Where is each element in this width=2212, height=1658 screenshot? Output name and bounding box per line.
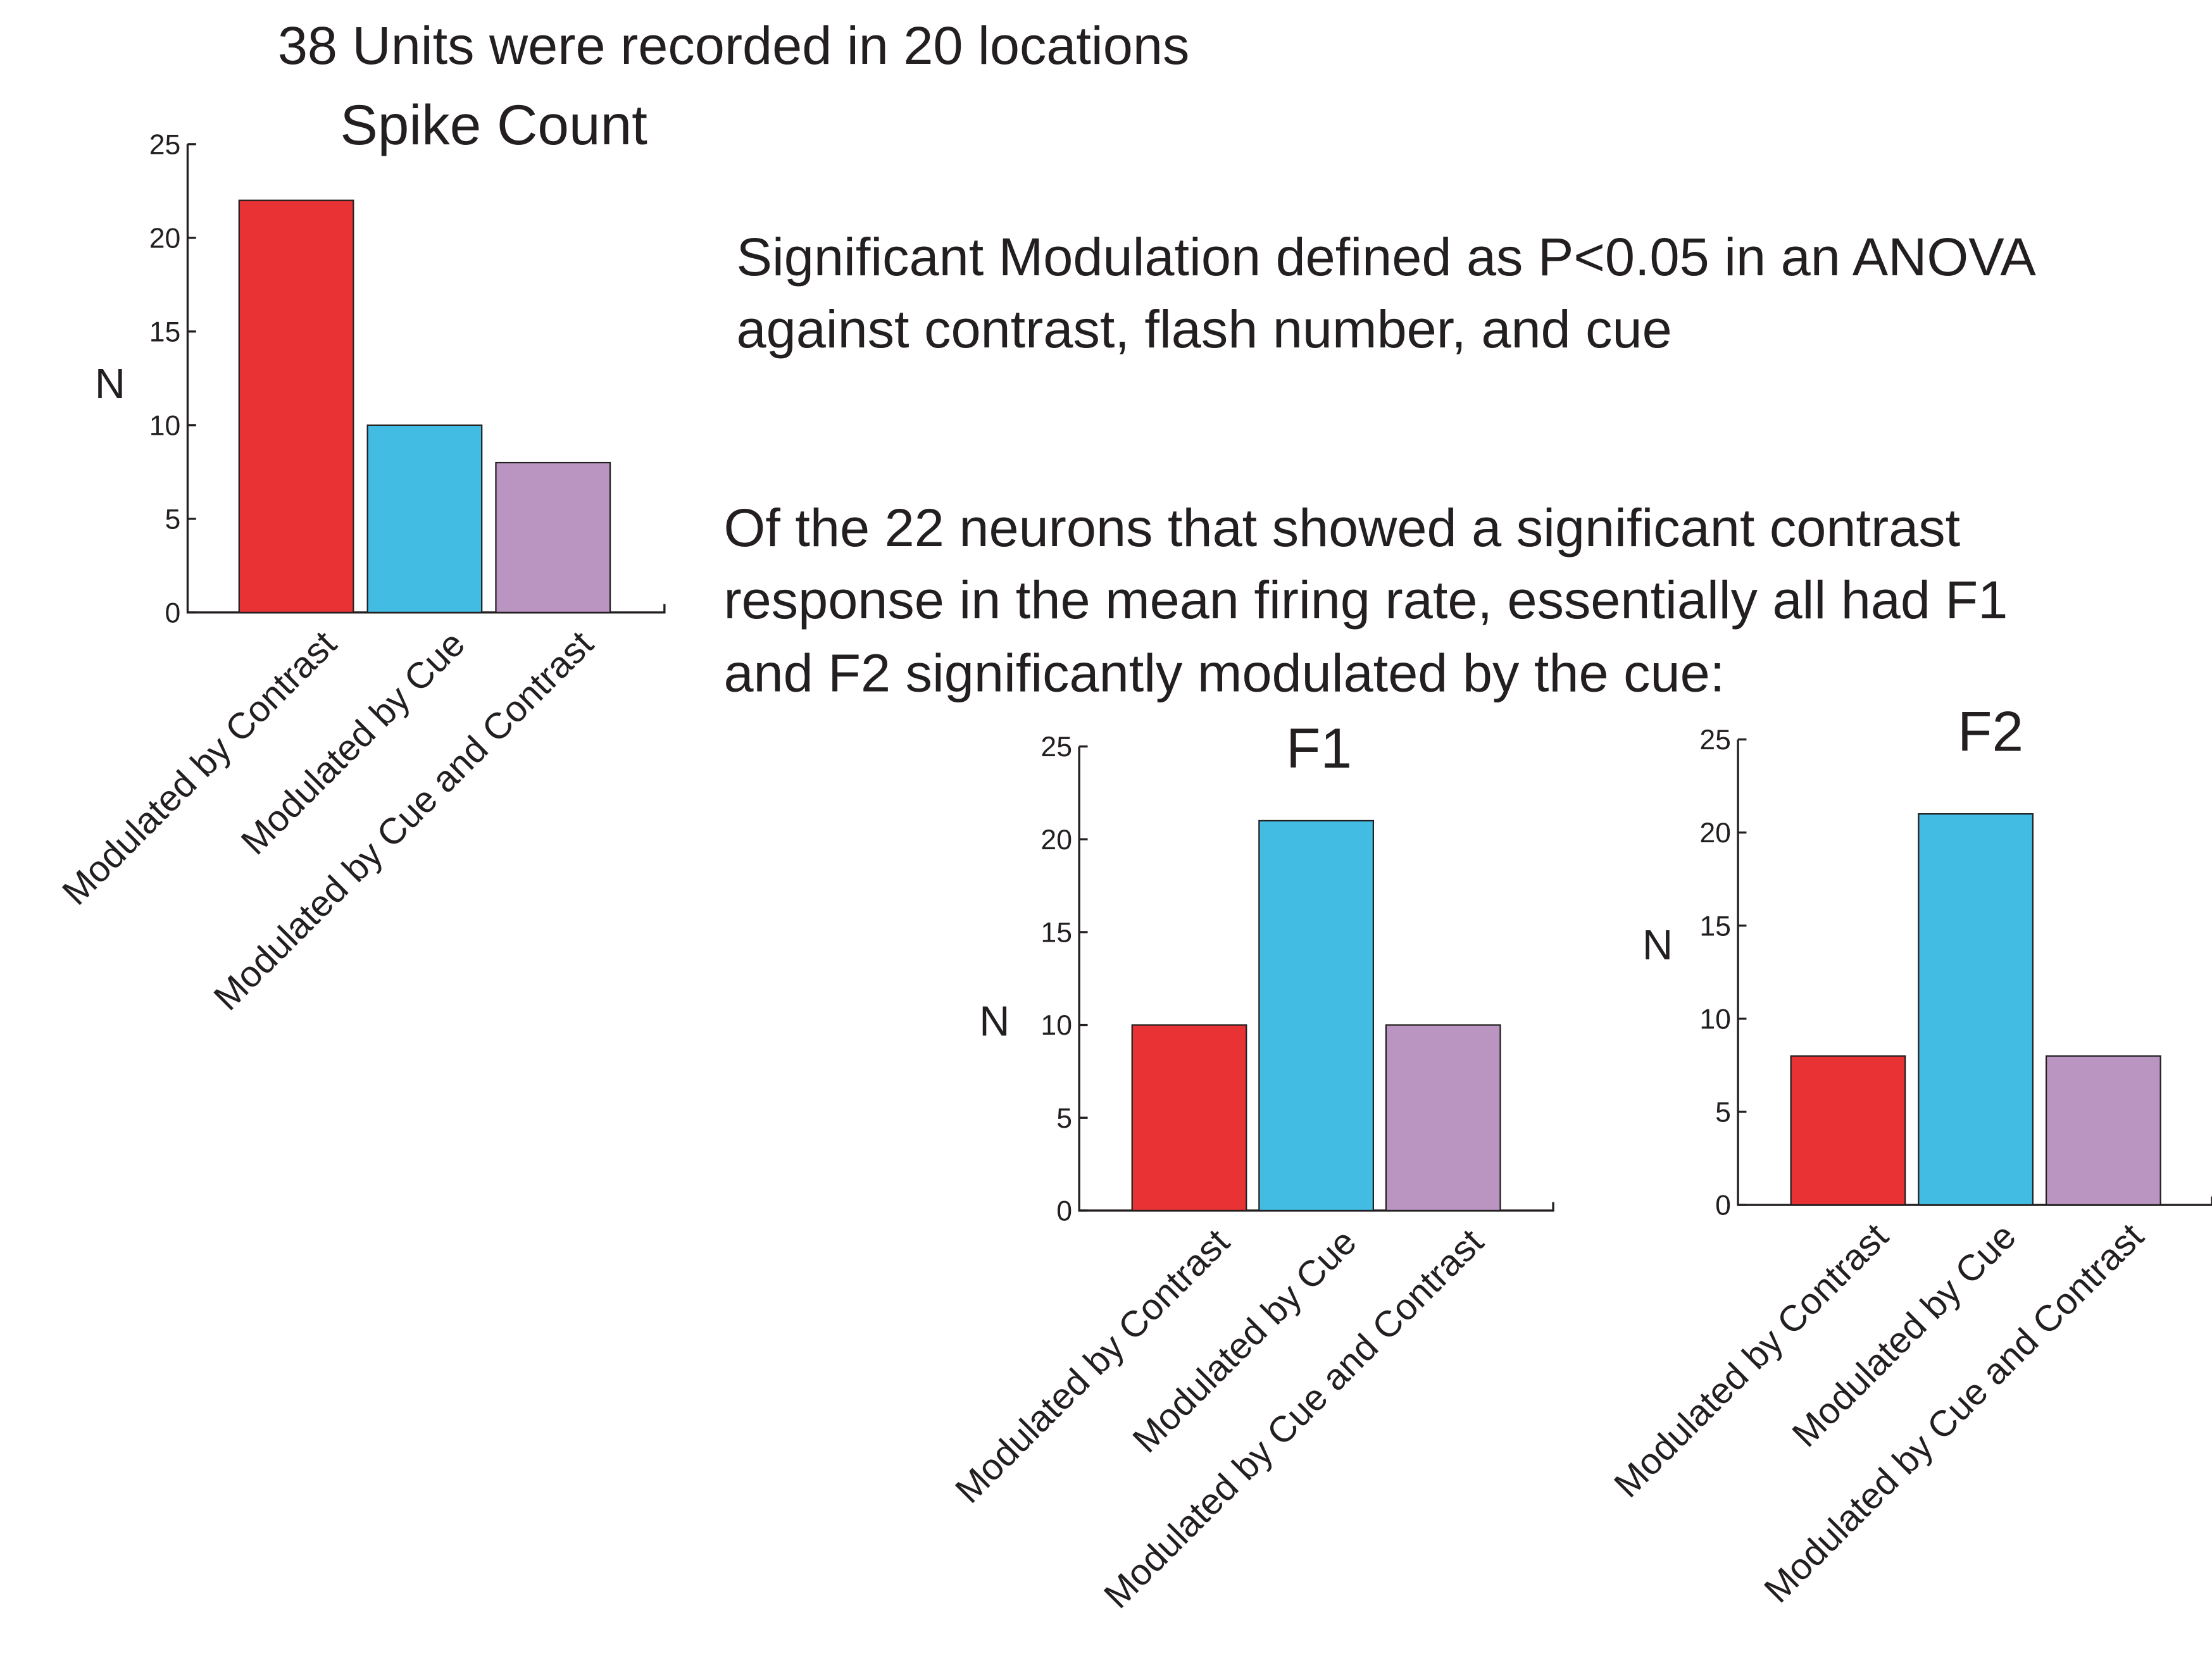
y-tick-label: 5	[1056, 1103, 1072, 1134]
y-tick-label: 0	[1056, 1196, 1072, 1227]
note-line: and F2 significantly modulated by the cu…	[723, 643, 1725, 703]
bar	[1385, 1024, 1501, 1212]
y-axis-label: N	[1642, 921, 1673, 969]
y-tick-label: 5	[1715, 1097, 1731, 1128]
note-line: against contrast, flash number, and cue	[737, 299, 1672, 359]
bar	[366, 424, 483, 613]
bar	[238, 199, 354, 613]
y-axis-label: N	[979, 998, 1009, 1045]
bar	[495, 461, 611, 613]
x-tick-label: Modulated by Cue	[234, 623, 473, 863]
y-tick-label: 10	[1699, 1004, 1731, 1035]
y-axis-label: N	[95, 360, 125, 408]
header: 38 Units were recorded in 20 locations	[278, 15, 1189, 75]
bar	[1258, 820, 1375, 1212]
chart-title: F1	[1286, 716, 1352, 780]
y-tick-label: 15	[1699, 911, 1731, 942]
y-tick-label: 0	[1715, 1190, 1731, 1221]
chart-title: Spike Count	[340, 93, 647, 156]
x-tick-label: Modulated by Cue	[1785, 1216, 2024, 1455]
bar	[1918, 813, 2034, 1206]
y-tick-label: 10	[149, 410, 181, 441]
note-line: Of the 22 neurons that showed a signific…	[723, 497, 1960, 558]
y-tick-label: 15	[149, 316, 181, 347]
chart-title: F2	[1958, 699, 2023, 763]
y-tick-label: 20	[1699, 818, 1731, 849]
bar	[1790, 1055, 1906, 1206]
note-line: response in the mean firing rate, essent…	[723, 570, 2008, 630]
y-tick-label: 25	[149, 129, 181, 160]
y-tick-label: 15	[1040, 918, 1072, 949]
y-tick-label: 20	[1040, 825, 1072, 856]
y-tick-label: 25	[1699, 725, 1731, 756]
bar	[2045, 1055, 2161, 1206]
y-tick-label: 5	[165, 504, 181, 535]
y-tick-label: 0	[165, 597, 181, 628]
y-tick-label: 10	[1040, 1010, 1072, 1041]
y-tick-label: 25	[1040, 732, 1072, 763]
bar	[1131, 1024, 1247, 1212]
note-line: Significant Modulation defined as P<0.05…	[737, 227, 2037, 287]
y-tick-label: 20	[149, 223, 181, 254]
x-tick-label: Modulated by Cue	[1125, 1221, 1365, 1461]
